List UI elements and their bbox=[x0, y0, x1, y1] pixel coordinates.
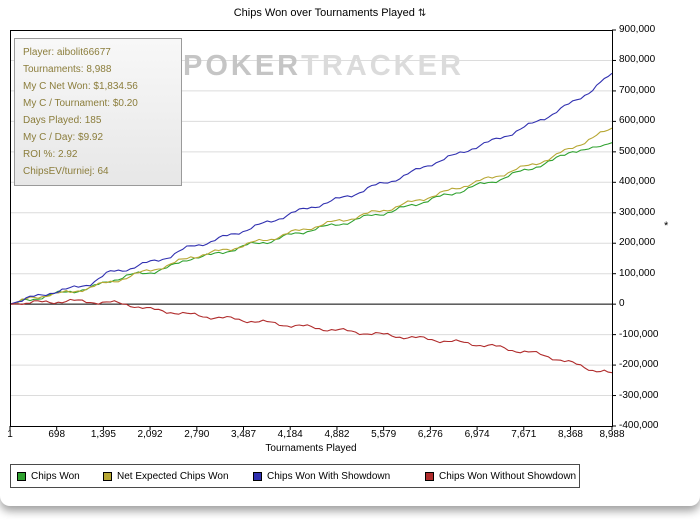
legend-entry[interactable]: Chips Won With Showdown bbox=[253, 465, 390, 487]
stats-line: ROI %: 2.92 bbox=[23, 149, 78, 160]
x-tick-label: 5,579 bbox=[371, 429, 397, 440]
y-tick-label: -400,000 bbox=[619, 420, 659, 431]
series-line bbox=[9, 298, 613, 374]
stats-line: Days Played: 185 bbox=[23, 115, 102, 126]
legend-entry[interactable]: Net Expected Chips Won bbox=[103, 465, 229, 487]
y-tick-label: 900,000 bbox=[619, 24, 656, 35]
legend-label: Chips Won Without Showdown bbox=[439, 470, 577, 482]
legend-entry[interactable]: Chips Won Without Showdown bbox=[425, 465, 576, 487]
x-axis-title: Tournaments Played bbox=[265, 443, 357, 454]
chart-title: Chips Won over Tournaments Played ⇅ bbox=[0, 7, 660, 19]
y-tick-label: 200,000 bbox=[619, 237, 656, 249]
x-tick-label: 4,184 bbox=[277, 429, 303, 440]
stats-summary-box: Player: aibolit66677 Tournaments: 8,988 My… bbox=[14, 38, 182, 186]
plot-border bbox=[10, 30, 613, 427]
x-tick-label: 4,882 bbox=[324, 429, 350, 440]
legend-swatch-icon bbox=[253, 471, 262, 481]
stats-line: Tournaments: 8,988 bbox=[23, 64, 112, 75]
stats-line: My C / Day: $9.92 bbox=[23, 132, 104, 143]
legend-swatch-icon bbox=[17, 471, 26, 481]
y-tick-label: -200,000 bbox=[619, 359, 659, 371]
series-line bbox=[9, 72, 613, 305]
y-tick-label: 700,000 bbox=[619, 84, 656, 96]
chart-canvas: Chips Won over Tournaments Played ⇅ POKER… bbox=[0, 7, 669, 488]
x-tick-label: 1 bbox=[7, 429, 13, 440]
series-line bbox=[9, 142, 613, 305]
x-tick-label: 7,671 bbox=[511, 429, 537, 440]
y-tick-label: 500,000 bbox=[619, 145, 656, 157]
y-tick-label: 600,000 bbox=[619, 115, 656, 127]
stats-line: My C / Tournament: $0.20 bbox=[23, 98, 138, 109]
y-tick-label: 100,000 bbox=[619, 267, 656, 279]
legend-label: Chips Won bbox=[31, 470, 80, 482]
legend: Chips Won Net Expected Chips Won Chips Won… bbox=[10, 464, 580, 488]
series-line bbox=[9, 127, 613, 305]
stats-lines: Player: aibolit66677 Tournaments: 8,988 My… bbox=[23, 44, 173, 180]
x-tick-label: 1,395 bbox=[90, 429, 116, 440]
chart-title-text: Chips Won over Tournaments Played bbox=[233, 7, 415, 19]
x-tick-label: 8,368 bbox=[557, 429, 583, 440]
legend-label: Net Expected Chips Won bbox=[117, 470, 229, 482]
stats-line: My C Net Won: $1,834.56 bbox=[23, 81, 138, 92]
stats-line: ChipsEV/turniej: 64 bbox=[23, 166, 109, 177]
x-tick-label: 2,092 bbox=[137, 429, 163, 440]
y-tick-label: -300,000 bbox=[619, 389, 659, 401]
legend-label: Chips Won With Showdown bbox=[267, 470, 391, 482]
x-tick-label: 8,988 bbox=[599, 429, 625, 440]
stats-line: Player: aibolit66677 bbox=[23, 47, 111, 58]
x-tick-label: 3,487 bbox=[230, 429, 257, 440]
y-tick-label: 800,000 bbox=[619, 54, 656, 66]
y-tick-label: -100,000 bbox=[619, 328, 659, 340]
x-tick-label: 6,276 bbox=[417, 429, 443, 440]
legend-entry[interactable]: Chips Won bbox=[17, 465, 80, 487]
y-tick-label: 0 bbox=[619, 298, 625, 310]
y-axis-title: * bbox=[664, 220, 669, 232]
x-tick-label: 2,790 bbox=[184, 429, 210, 440]
chart-title-sort-icon[interactable]: ⇅ bbox=[417, 8, 427, 19]
x-tick-label: 698 bbox=[48, 429, 66, 440]
legend-swatch-icon bbox=[103, 471, 112, 481]
legend-swatch-icon bbox=[425, 471, 434, 481]
y-tick-label: 300,000 bbox=[619, 206, 656, 218]
x-tick-label: 6,974 bbox=[464, 429, 490, 440]
y-tick-label: 400,000 bbox=[619, 176, 656, 188]
